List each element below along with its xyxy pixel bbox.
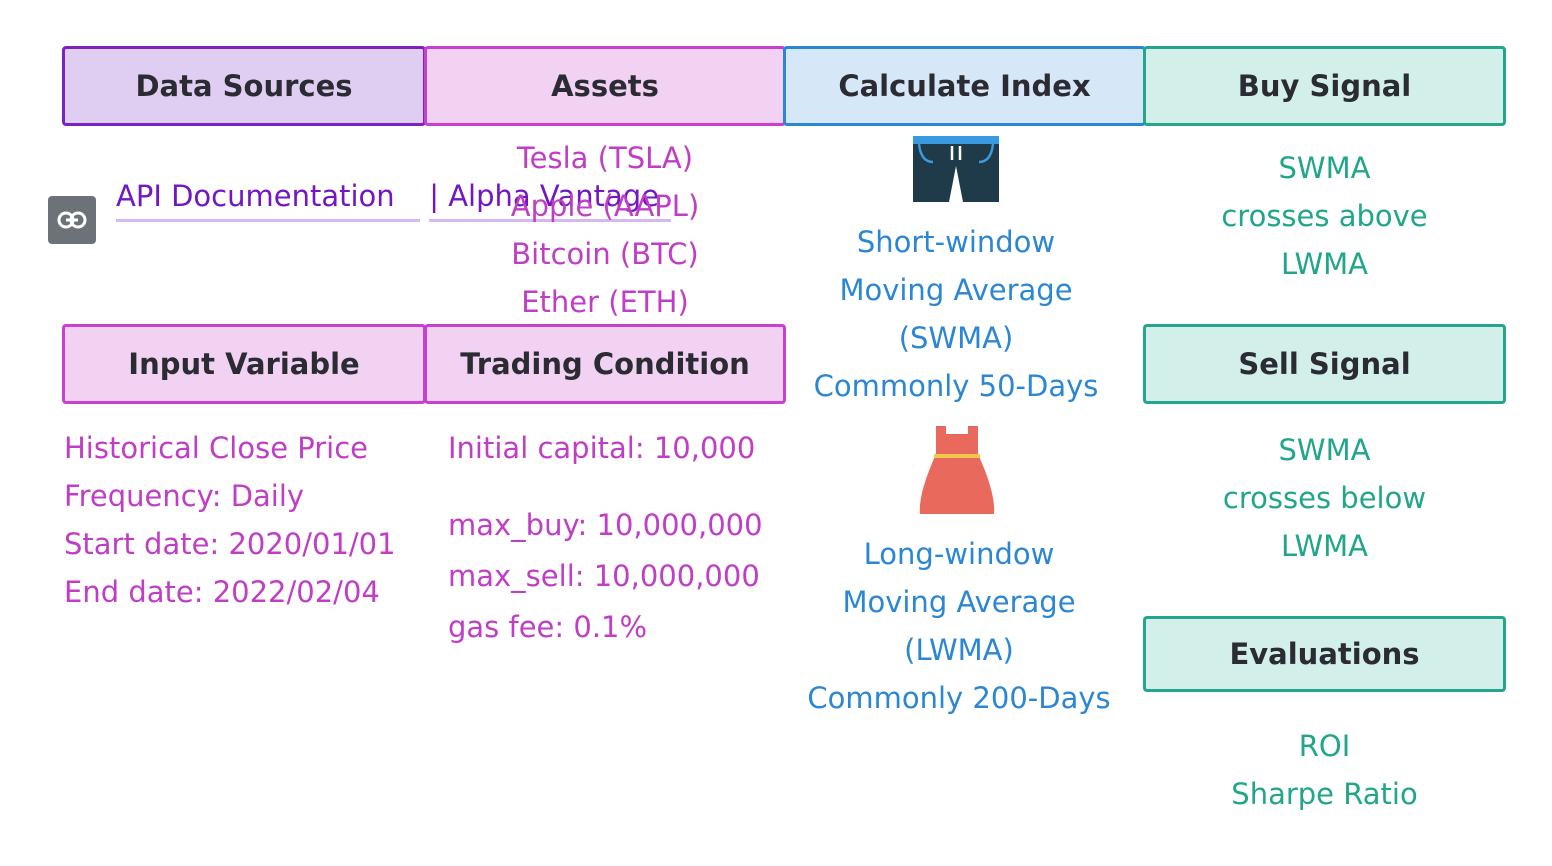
short-window-line: Short-window (856, 225, 1056, 259)
link-line-2[interactable]: | Alpha Vantage (429, 174, 672, 222)
assets-list: Tesla (TSLA) Apple (AAPL) Bitcoin (BTC) … (424, 134, 786, 326)
long-window-line: Commonly 200-Days (807, 681, 1111, 715)
short-window-line: (SWMA) (898, 321, 1014, 355)
header-assets: Assets (424, 46, 786, 126)
asset-item: Apple (AAPL) (510, 189, 700, 223)
header-input-variable: Input Variable (62, 324, 426, 404)
long-window-line: Long-window (863, 537, 1055, 571)
header-input-variable-label: Input Variable (128, 347, 360, 381)
initial-capital-line: Initial capital: 10,000 (448, 431, 756, 465)
shorts-icon (913, 136, 999, 202)
link-line-1[interactable]: API Documentation (116, 174, 420, 222)
header-evaluations-label: Evaluations (1229, 637, 1420, 671)
buy-signal-line: LWMA (1280, 247, 1369, 281)
trading-limit-line: max_buy: 10,000,000 (448, 508, 763, 542)
header-assets-label: Assets (551, 69, 659, 103)
input-variable-line: End date: 2022/02/04 (64, 575, 380, 609)
sell-signal-text: SWMA crosses below LWMA (1143, 426, 1506, 570)
long-window-line: Moving Average (842, 585, 1076, 619)
asset-item: Bitcoin (BTC) (511, 237, 699, 271)
evaluation-line: ROI (1298, 729, 1351, 763)
short-window-line: Moving Average (839, 273, 1073, 307)
trading-limit-line: max_sell: 10,000,000 (448, 559, 760, 593)
long-window-line: (LWMA) (904, 633, 1014, 667)
evaluations-text: ROI Sharpe Ratio (1143, 722, 1506, 818)
sell-signal-line: crosses below (1222, 481, 1427, 515)
input-variable-line: Historical Close Price (64, 431, 369, 465)
header-trading-condition: Trading Condition (424, 324, 786, 404)
buy-signal-text: SWMA crosses above LWMA (1143, 144, 1506, 288)
input-variable-line: Start date: 2020/01/01 (64, 527, 396, 561)
short-window-text: Short-window Moving Average (SWMA) Commo… (783, 218, 1129, 410)
evaluation-line: Sharpe Ratio (1231, 777, 1418, 811)
api-documentation-link[interactable]: API Documentation | Alpha Vantage (116, 172, 672, 222)
sell-signal-line: LWMA (1280, 529, 1369, 563)
dress-icon (919, 426, 995, 514)
header-data-sources-label: Data Sources (135, 69, 353, 103)
trading-limits-text: max_buy: 10,000,000 max_sell: 10,000,000… (448, 500, 763, 653)
header-sell-signal-label: Sell Signal (1238, 347, 1411, 381)
header-sell-signal: Sell Signal (1143, 324, 1506, 404)
buy-signal-line: SWMA (1278, 151, 1371, 185)
header-evaluations: Evaluations (1143, 616, 1506, 692)
initial-capital-text: Initial capital: 10,000 (448, 424, 755, 472)
input-variable-text: Historical Close Price Frequency: Daily … (64, 424, 396, 616)
header-calculate-index: Calculate Index (783, 46, 1146, 126)
asset-item: Ether (ETH) (521, 285, 689, 319)
header-trading-condition-label: Trading Condition (460, 347, 750, 381)
trading-limit-line: gas fee: 0.1% (448, 610, 648, 644)
long-window-text: Long-window Moving Average (LWMA) Common… (783, 530, 1135, 722)
asset-item: Tesla (TSLA) (516, 141, 694, 175)
buy-signal-line: crosses above (1221, 199, 1428, 233)
sell-signal-line: SWMA (1278, 433, 1371, 467)
link-icon[interactable] (48, 196, 96, 244)
input-variable-line: Frequency: Daily (64, 479, 305, 513)
header-buy-signal-label: Buy Signal (1237, 69, 1412, 103)
header-calculate-index-label: Calculate Index (838, 69, 1091, 103)
short-window-line: Commonly 50-Days (813, 369, 1099, 403)
header-buy-signal: Buy Signal (1143, 46, 1506, 126)
header-data-sources: Data Sources (62, 46, 426, 126)
